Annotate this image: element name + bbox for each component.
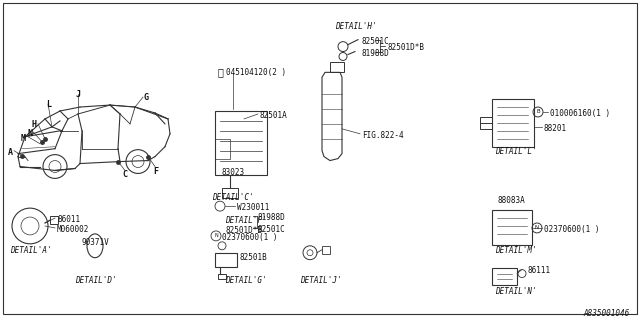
Text: 82501D*B: 82501D*B: [387, 43, 424, 52]
Text: 82501A: 82501A: [260, 111, 288, 120]
Text: 81988D: 81988D: [362, 49, 390, 58]
Text: 90371V: 90371V: [81, 238, 109, 247]
Text: DETAIL'A': DETAIL'A': [10, 246, 52, 255]
Text: DETAIL'J': DETAIL'J': [300, 276, 342, 284]
Bar: [215, 139, 230, 159]
Text: 82501B: 82501B: [240, 253, 268, 262]
Text: 81988D: 81988D: [258, 213, 285, 222]
Text: DETAIL'D': DETAIL'D': [75, 276, 116, 284]
Text: J: J: [76, 90, 81, 99]
Text: DETAIL'H': DETAIL'H': [335, 22, 376, 31]
Bar: [330, 62, 344, 72]
Text: Ⓢ: Ⓢ: [217, 67, 223, 77]
Text: DETAIL'M': DETAIL'M': [495, 246, 536, 255]
Bar: [492, 210, 532, 245]
Text: 86011: 86011: [57, 215, 80, 224]
Text: F: F: [153, 166, 158, 175]
Text: 83023: 83023: [222, 169, 245, 178]
Bar: [322, 246, 330, 254]
Text: M: M: [21, 134, 26, 143]
Bar: [218, 274, 226, 278]
Bar: [50, 216, 58, 224]
Text: 02370600(1 ): 02370600(1 ): [222, 233, 278, 242]
Text: M060002: M060002: [57, 225, 90, 234]
Text: C: C: [122, 171, 127, 180]
Bar: [222, 188, 238, 198]
Bar: [492, 99, 534, 147]
Text: DETAIL'N': DETAIL'N': [495, 287, 536, 296]
Text: N: N: [535, 226, 539, 230]
Text: 86111: 86111: [528, 266, 551, 275]
Text: DETAIL'F': DETAIL'F': [225, 216, 267, 225]
Text: G: G: [143, 93, 148, 102]
Text: 88083A: 88083A: [498, 196, 525, 205]
Bar: [492, 268, 517, 285]
Text: 02370600(1 ): 02370600(1 ): [544, 225, 600, 234]
Bar: [215, 253, 237, 267]
Text: A: A: [8, 148, 13, 157]
Text: N: N: [214, 233, 218, 238]
Text: FIG.822-4: FIG.822-4: [362, 131, 404, 140]
Text: A835001046: A835001046: [584, 309, 630, 318]
Text: DETAIL'C': DETAIL'C': [212, 193, 253, 202]
Text: B: B: [536, 109, 540, 115]
Text: 82501D*B: 82501D*B: [225, 226, 262, 235]
Bar: [480, 117, 492, 129]
Text: W230011: W230011: [237, 203, 269, 212]
Text: L: L: [46, 100, 51, 109]
Text: 045104120(2 ): 045104120(2 ): [226, 68, 286, 77]
Text: 010006160(1 ): 010006160(1 ): [550, 109, 610, 118]
Text: 82501C: 82501C: [362, 37, 390, 46]
Bar: [215, 111, 267, 175]
Text: N: N: [27, 129, 32, 138]
Text: DETAIL'L': DETAIL'L': [495, 147, 536, 156]
Text: H: H: [31, 120, 36, 129]
Text: DETAIL'G': DETAIL'G': [225, 276, 267, 284]
Text: 88201: 88201: [544, 124, 567, 133]
Text: 82501C: 82501C: [258, 225, 285, 234]
